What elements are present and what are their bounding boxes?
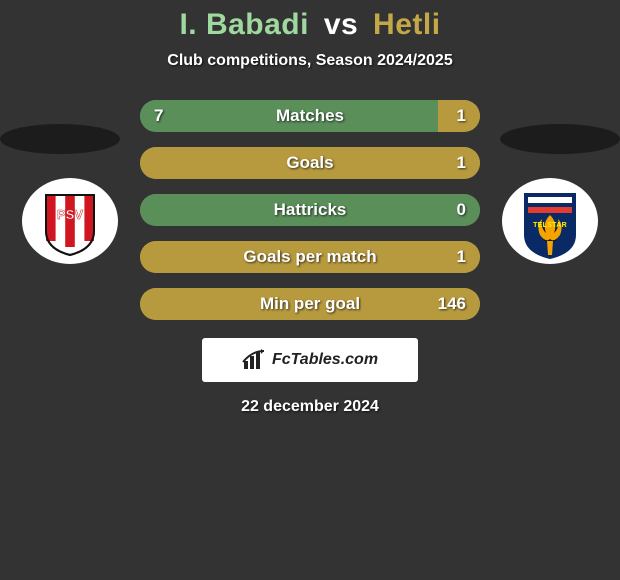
stat-label: Goals per match [140, 247, 480, 267]
bar-chart-icon [242, 349, 268, 371]
stat-label: Hattricks [140, 200, 480, 220]
crest-right: TELSTAR [500, 176, 600, 266]
decor-shadow-left [0, 124, 120, 154]
title-player1: I. Babadi [179, 8, 309, 41]
page-title: I. Babadi vs Hetli [0, 0, 620, 42]
fctables-badge: FcTables.com [202, 338, 418, 382]
stat-row-min-per-goal: 146Min per goal [140, 288, 480, 320]
psv-shield-svg: PSV [20, 176, 120, 266]
decor-shadow-right [500, 124, 620, 154]
stat-row-goals-per-match: 1Goals per match [140, 241, 480, 273]
subtitle: Club competitions, Season 2024/2025 [0, 52, 620, 70]
date: 22 december 2024 [0, 398, 620, 416]
stat-label: Matches [140, 106, 480, 126]
stat-row-goals: 1Goals [140, 147, 480, 179]
badge-text: FcTables.com [272, 351, 378, 369]
telstar-shield-svg: TELSTAR [500, 176, 600, 266]
svg-text:TELSTAR: TELSTAR [533, 222, 567, 229]
stat-row-hattricks: 0Hattricks [140, 194, 480, 226]
title-player2: Hetli [373, 8, 441, 41]
stat-label: Goals [140, 153, 480, 173]
stat-row-matches: 71Matches [140, 100, 480, 132]
svg-text:PSV: PSV [57, 207, 83, 222]
title-vs: vs [324, 8, 358, 41]
stat-label: Min per goal [140, 294, 480, 314]
crest-left: PSV [20, 176, 120, 266]
